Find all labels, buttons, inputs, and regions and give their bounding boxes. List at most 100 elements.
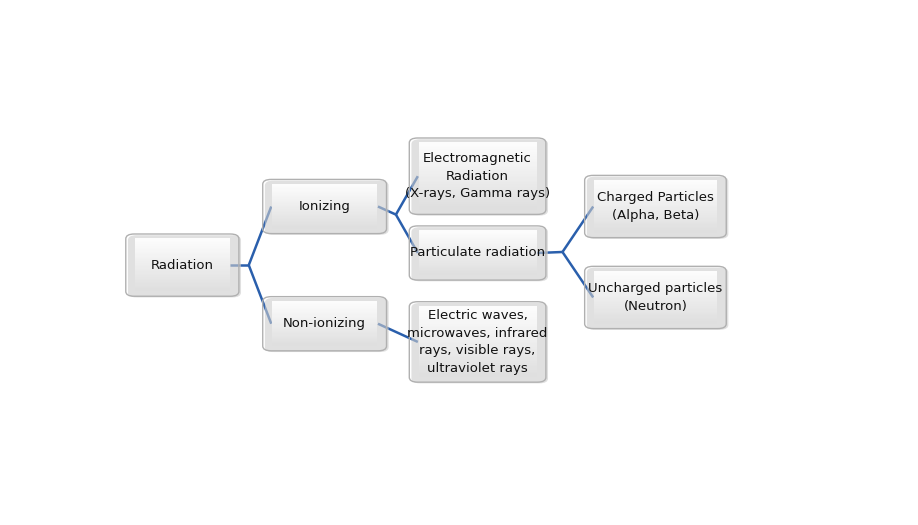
Bar: [419, 359, 537, 361]
Bar: [419, 174, 537, 176]
Bar: [594, 231, 717, 233]
Bar: [594, 295, 717, 296]
Bar: [272, 334, 377, 336]
Bar: [594, 212, 717, 213]
Bar: [272, 313, 377, 315]
Bar: [272, 306, 377, 307]
Bar: [594, 272, 717, 274]
Bar: [272, 328, 377, 329]
Bar: [272, 195, 377, 196]
Bar: [419, 345, 537, 347]
Bar: [272, 193, 377, 194]
Bar: [594, 200, 717, 201]
Bar: [594, 317, 717, 319]
Bar: [419, 347, 537, 349]
Bar: [419, 232, 537, 233]
Bar: [419, 207, 537, 209]
Bar: [135, 251, 230, 253]
Bar: [419, 257, 537, 258]
Bar: [419, 194, 537, 196]
FancyBboxPatch shape: [265, 181, 388, 235]
Bar: [272, 329, 377, 330]
Bar: [419, 349, 537, 351]
Bar: [419, 254, 537, 255]
Bar: [419, 199, 537, 201]
Bar: [594, 316, 717, 317]
Bar: [419, 151, 537, 153]
Bar: [419, 187, 537, 190]
Bar: [272, 201, 377, 202]
Bar: [135, 271, 230, 273]
Bar: [594, 321, 717, 322]
Bar: [419, 236, 537, 237]
Bar: [594, 193, 717, 195]
Bar: [419, 179, 537, 181]
Text: Charged Particles
(Alpha, Beta): Charged Particles (Alpha, Beta): [597, 191, 714, 222]
Bar: [594, 311, 717, 313]
Bar: [419, 340, 537, 342]
Bar: [419, 364, 537, 366]
Bar: [419, 268, 537, 270]
Bar: [419, 154, 537, 156]
FancyBboxPatch shape: [587, 176, 728, 239]
Bar: [594, 218, 717, 219]
Bar: [419, 162, 537, 164]
Bar: [135, 285, 230, 286]
Text: Uncharged particles
(Neutron): Uncharged particles (Neutron): [588, 282, 722, 313]
Bar: [272, 212, 377, 213]
Bar: [272, 309, 377, 310]
Bar: [272, 192, 377, 193]
Bar: [419, 249, 537, 251]
Bar: [272, 304, 377, 306]
Bar: [419, 203, 537, 205]
Bar: [419, 235, 537, 236]
Bar: [594, 225, 717, 226]
Bar: [419, 260, 537, 262]
Bar: [419, 250, 537, 252]
Bar: [135, 245, 230, 247]
Bar: [135, 287, 230, 289]
Bar: [419, 342, 537, 344]
Text: Electromagnetic
Radiation
(X-rays, Gamma rays): Electromagnetic Radiation (X-rays, Gamma…: [405, 152, 550, 200]
Bar: [272, 186, 377, 187]
Bar: [272, 330, 377, 331]
Bar: [594, 210, 717, 212]
Bar: [419, 243, 537, 244]
Bar: [419, 308, 537, 310]
Bar: [594, 308, 717, 309]
Bar: [419, 262, 537, 264]
Bar: [419, 366, 537, 369]
Bar: [272, 223, 377, 224]
Bar: [419, 248, 537, 250]
Bar: [419, 336, 537, 339]
Bar: [272, 310, 377, 311]
Bar: [419, 166, 537, 168]
Bar: [272, 215, 377, 216]
Bar: [272, 185, 377, 186]
Bar: [594, 280, 717, 282]
Bar: [272, 194, 377, 195]
Bar: [272, 302, 377, 304]
Bar: [419, 355, 537, 358]
Bar: [419, 233, 537, 234]
Bar: [419, 271, 537, 273]
Bar: [419, 350, 537, 353]
Bar: [272, 214, 377, 215]
Bar: [419, 363, 537, 365]
Bar: [419, 247, 537, 248]
Bar: [594, 298, 717, 300]
Bar: [419, 206, 537, 208]
Bar: [135, 261, 230, 262]
Bar: [594, 297, 717, 299]
Bar: [419, 334, 537, 337]
Bar: [419, 258, 537, 260]
Bar: [135, 256, 230, 257]
Bar: [594, 306, 717, 308]
Bar: [419, 328, 537, 330]
Bar: [419, 361, 537, 363]
Bar: [594, 230, 717, 232]
Bar: [272, 188, 377, 190]
Bar: [594, 223, 717, 225]
Bar: [135, 286, 230, 288]
Bar: [419, 255, 537, 256]
